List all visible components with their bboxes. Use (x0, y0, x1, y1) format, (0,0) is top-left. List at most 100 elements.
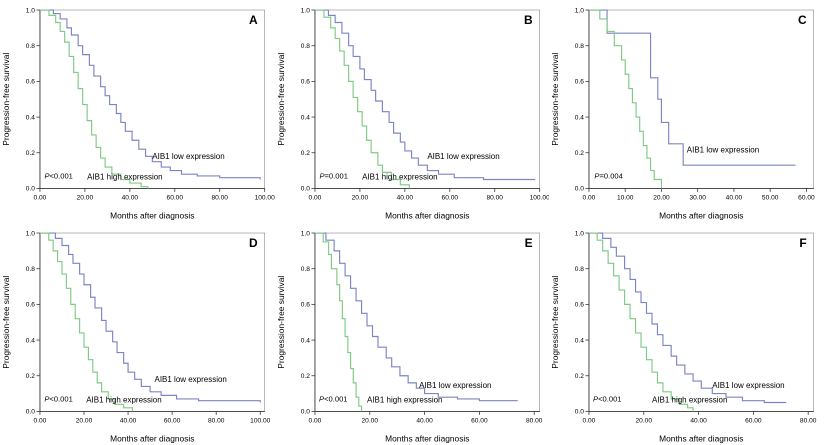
x-tick-label: 60.00 (745, 417, 762, 424)
y-tick-label: 0.2 (575, 150, 584, 157)
km-panel-e: 0.00 20.00 40.00 60.00 80.00 0.0 0.2 0.4 0.6 0.8 1… (275, 223, 550, 445)
x-tick-label: 60.00 (164, 417, 181, 424)
p-value-label: P=0.004 (595, 172, 623, 181)
x-axis-title: Months after diagnosis (385, 433, 469, 443)
x-tick-label: 40.00 (726, 194, 743, 201)
km-curve-high-expression (314, 231, 362, 411)
y-tick-label: 0.4 (300, 114, 309, 121)
y-tick-label: 0.0 (575, 186, 584, 193)
x-tick-label: 60.00 (471, 417, 488, 424)
x-tick-label: 20.00 (654, 194, 671, 201)
x-tick-label: 10.00 (617, 194, 634, 201)
km-curve-low-expression (589, 231, 787, 403)
y-axis-title: Progression-free survival (550, 53, 560, 146)
y-tick-label: 0.2 (300, 150, 309, 157)
x-tick-label: 20.00 (77, 194, 94, 201)
plot-frame (39, 232, 265, 412)
y-tick-label: 0.6 (575, 79, 584, 86)
y-tick-label: 0.6 (26, 301, 35, 308)
x-tick-label: 20.00 (76, 417, 93, 424)
y-tick-label: 0.4 (300, 337, 309, 344)
high-expression-annotation: AIB1 high expression (362, 172, 437, 181)
x-axis-title: Months after diagnosis (660, 433, 744, 443)
y-tick-label: 1.0 (575, 7, 584, 14)
panel-letter: C (798, 13, 807, 27)
km-panel-f: 0.00 20.00 40.00 60.00 80.00 0.0 0.2 0.4 0.6 0.8 1… (549, 223, 824, 445)
y-tick-label: 0.2 (26, 373, 35, 380)
y-axis-title: Progression-free survival (276, 53, 286, 146)
km-panel-b: 0.00 20.00 40.00 60.00 80.00 100.00 0.0 0.2 0.4 0… (275, 0, 550, 223)
y-tick-label: 0.8 (26, 265, 35, 272)
km-panel-a: 0.00 20.00 40.00 60.00 80.00 100.00 0.0 0.2 0.4 0… (0, 0, 275, 223)
km-curve-high-expression (39, 9, 149, 189)
panel-letter: F (800, 236, 807, 250)
p-value-label: P<0.001 (593, 394, 621, 403)
p-value-label: P=0.001 (319, 172, 347, 181)
y-tick-label: 0.6 (300, 301, 309, 308)
km-plot-svg-a: 0.00 20.00 40.00 60.00 80.00 100.00 0.0 0.2 0.4 0… (1, 7, 275, 220)
km-curve-low-expression (39, 231, 261, 403)
x-tick-label: 30.00 (690, 194, 707, 201)
x-tick-label: 40.00 (120, 417, 137, 424)
high-expression-annotation: AIB1 high expression (652, 395, 727, 404)
x-axis-title: Months after diagnosis (110, 433, 194, 443)
x-axis-title: Months after diagnosis (385, 210, 469, 220)
x-axis-title: Months after diagnosis (110, 210, 194, 220)
panel-letter: D (249, 236, 258, 250)
panel-letter: A (249, 13, 258, 27)
x-axis-title: Months after diagnosis (660, 210, 744, 220)
low-expression-annotation: AIB1 low expression (713, 381, 785, 390)
km-plot-svg-f: 0.00 20.00 40.00 60.00 80.00 0.0 0.2 0.4 0.6 0.8 1… (550, 230, 817, 443)
km-panel-d: 0.00 20.00 40.00 60.00 80.00 100.00 0.0 0.2 0.4 0… (0, 223, 275, 445)
y-tick-label: 0.8 (300, 265, 309, 272)
p-value-label: P<0.001 (44, 172, 72, 181)
x-tick-label: 0.00 (583, 194, 596, 201)
x-tick-label: 80.00 (486, 194, 503, 201)
y-tick-label: 0.0 (26, 408, 35, 415)
y-tick-label: 0.6 (575, 301, 584, 308)
y-tick-label: 0.0 (575, 408, 584, 415)
km-plot-svg-d: 0.00 20.00 40.00 60.00 80.00 100.00 0.0 0.2 0.4 0… (1, 230, 271, 443)
km-panel-c: 0.00 10.00 20.00 30.00 40.00 50.00 60.00 0.0 0.2… (549, 0, 824, 223)
low-expression-annotation: AIB1 low expression (155, 374, 227, 383)
km-curve-high-expression (589, 231, 694, 411)
y-tick-label: 1.0 (26, 7, 35, 14)
x-tick-label: 40.00 (396, 194, 413, 201)
low-expression-annotation: AIB1 low expression (687, 146, 759, 155)
km-curve-low-expression (39, 9, 261, 180)
x-tick-label: 40.00 (122, 194, 139, 201)
high-expression-annotation: AIB1 high expression (367, 395, 442, 404)
high-expression-annotation: AIB1 high expression (86, 395, 161, 404)
x-tick-label: 0.00 (34, 194, 47, 201)
x-tick-label: 100.00 (529, 194, 549, 201)
y-tick-label: 1.0 (300, 230, 309, 237)
low-expression-annotation: AIB1 low expression (152, 152, 224, 161)
x-tick-label: 50.00 (762, 194, 779, 201)
x-tick-label: 20.00 (361, 417, 378, 424)
y-tick-label: 0.2 (300, 373, 309, 380)
km-plot-svg-c: 0.00 10.00 20.00 30.00 40.00 50.00 60.00 0.0 0.2… (550, 7, 816, 220)
km-curve-high-expression (314, 9, 410, 189)
p-value-label: P<0.001 (319, 394, 347, 403)
x-tick-label: 100.00 (255, 194, 275, 201)
y-tick-label: 1.0 (300, 7, 309, 14)
x-tick-label: 0.00 (34, 417, 47, 424)
low-expression-annotation: AIB1 low expression (427, 152, 499, 161)
y-tick-label: 0.0 (26, 186, 35, 193)
km-plot-svg-e: 0.00 20.00 40.00 60.00 80.00 0.0 0.2 0.4 0.6 0.8 1… (276, 230, 543, 443)
y-tick-label: 0.6 (26, 79, 35, 86)
y-tick-label: 0.4 (26, 114, 35, 121)
panel-letter: E (524, 236, 532, 250)
x-tick-label: 60.00 (799, 194, 816, 201)
x-tick-label: 80.00 (208, 417, 225, 424)
x-tick-label: 60.00 (441, 194, 458, 201)
km-curve-low-expression (314, 231, 518, 401)
y-tick-label: 0.8 (575, 43, 584, 50)
km-curve-high-expression (589, 9, 663, 189)
y-axis-title: Progression-free survival (1, 275, 11, 368)
km-plot-svg-b: 0.00 20.00 40.00 60.00 80.00 100.00 0.0 0.2 0.4 0… (276, 7, 550, 220)
y-tick-label: 1.0 (26, 230, 35, 237)
x-tick-label: 40.00 (416, 417, 433, 424)
y-tick-label: 0.4 (575, 337, 584, 344)
